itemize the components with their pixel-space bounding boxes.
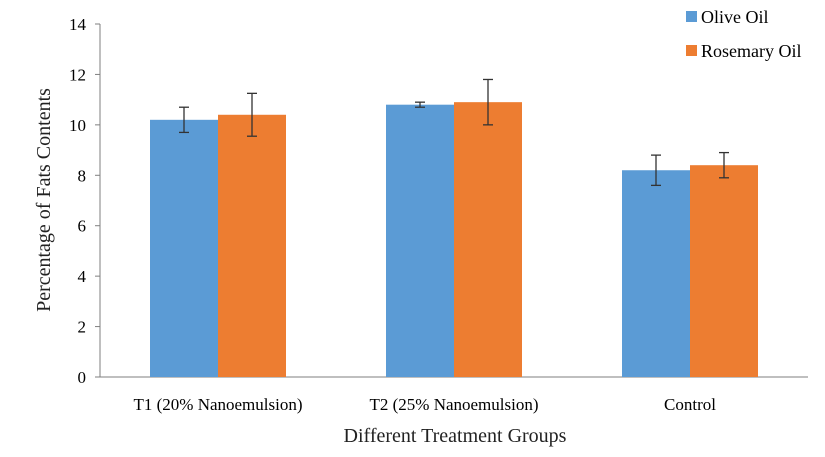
x-category-label: Control [664,395,716,414]
x-category-label: T1 (20% Nanoemulsion) [133,395,302,414]
bar [150,119,218,378]
y-tick-label: 8 [78,166,87,185]
x-category-label: T2 (25% Nanoemulsion) [369,395,538,414]
y-axis-ticks: 0 2 4 6 8 10 12 14 [69,15,100,387]
y-tick-label: 10 [69,116,86,135]
legend-label: Rosemary Oil [701,41,802,61]
y-axis-title: Percentage of Fats Contents [33,88,55,312]
y-tick-label: 12 [69,65,86,84]
y-tick-label: 6 [78,217,87,236]
y-tick-label: 2 [78,318,87,337]
y-tick-label: 0 [78,368,87,387]
bar [386,104,454,377]
bar [690,165,758,377]
bar [218,114,286,378]
legend-label: Olive Oil [701,7,769,27]
chart-error-bars [179,78,729,187]
chart-bars [150,102,758,378]
x-axis-title: Different Treatment Groups [344,425,567,447]
y-tick-label: 14 [69,15,87,34]
chart-legend: Olive Oil Rosemary Oil [686,7,802,61]
bar [622,170,690,377]
bar [454,102,522,378]
legend-swatch [686,45,697,56]
y-tick-label: 4 [78,267,87,286]
legend-swatch [686,11,697,22]
x-axis-category-labels: T1 (20% Nanoemulsion) T2 (25% Nanoemulsio… [133,395,716,414]
